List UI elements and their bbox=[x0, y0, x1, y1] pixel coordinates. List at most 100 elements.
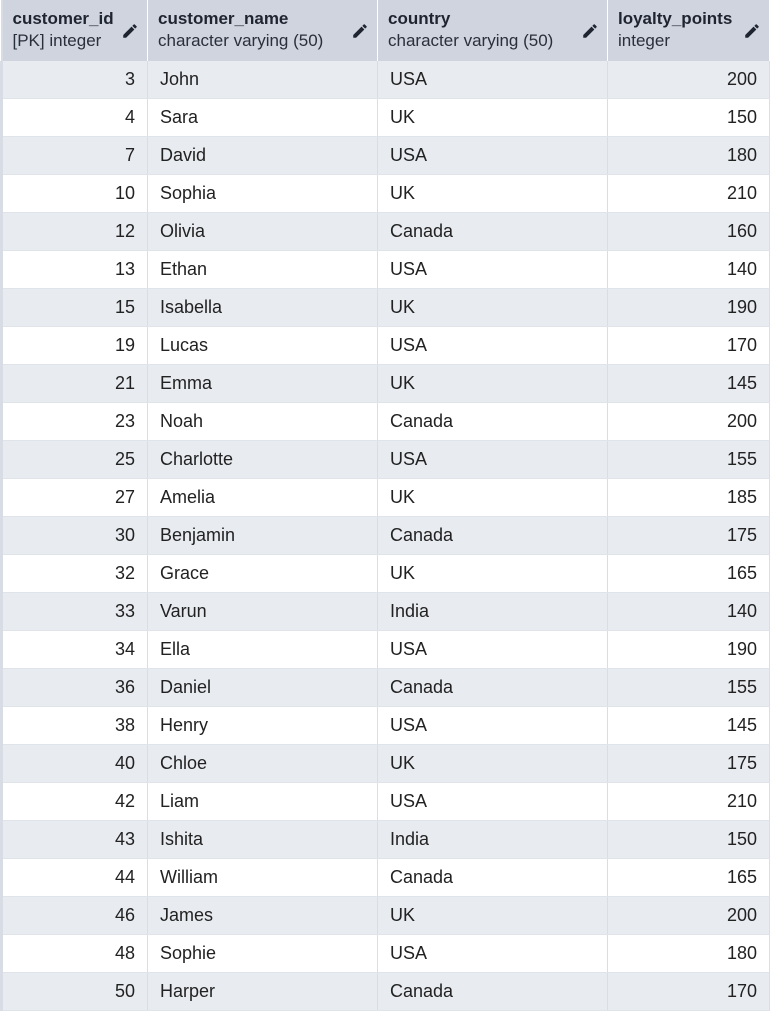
cell-customer-name[interactable]: David bbox=[147, 136, 378, 175]
cell-loyalty-points[interactable]: 170 bbox=[607, 972, 770, 1011]
cell-customer-id[interactable]: 12 bbox=[0, 212, 148, 251]
cell-customer-id[interactable]: 25 bbox=[0, 440, 148, 479]
pencil-icon[interactable] bbox=[351, 22, 369, 40]
table-row[interactable]: 34 Ella USA 190 bbox=[0, 630, 770, 669]
cell-loyalty-points[interactable]: 145 bbox=[607, 364, 770, 403]
cell-loyalty-points[interactable]: 200 bbox=[607, 61, 770, 99]
cell-customer-name[interactable]: Lucas bbox=[147, 326, 378, 365]
table-row[interactable]: 4 Sara UK 150 bbox=[0, 98, 770, 137]
cell-country[interactable]: Canada bbox=[377, 212, 608, 251]
cell-loyalty-points[interactable]: 200 bbox=[607, 402, 770, 441]
cell-customer-id[interactable]: 33 bbox=[0, 592, 148, 631]
cell-customer-name[interactable]: Isabella bbox=[147, 288, 378, 327]
column-header-customer-name[interactable]: customer_name character varying (50) bbox=[147, 0, 378, 61]
cell-loyalty-points[interactable]: 180 bbox=[607, 136, 770, 175]
cell-customer-name[interactable]: Chloe bbox=[147, 744, 378, 783]
table-row[interactable]: 38 Henry USA 145 bbox=[0, 706, 770, 745]
table-row[interactable]: 15 Isabella UK 190 bbox=[0, 288, 770, 327]
cell-loyalty-points[interactable]: 180 bbox=[607, 934, 770, 973]
cell-loyalty-points[interactable]: 155 bbox=[607, 440, 770, 479]
cell-customer-id[interactable]: 23 bbox=[0, 402, 148, 441]
cell-customer-name[interactable]: Olivia bbox=[147, 212, 378, 251]
table-row[interactable]: 50 Harper Canada 170 bbox=[0, 972, 770, 1011]
table-row[interactable]: 44 William Canada 165 bbox=[0, 858, 770, 897]
cell-loyalty-points[interactable]: 145 bbox=[607, 706, 770, 745]
cell-customer-name[interactable]: John bbox=[147, 61, 378, 99]
column-header-loyalty-points[interactable]: loyalty_points integer bbox=[607, 0, 770, 61]
table-row[interactable]: 42 Liam USA 210 bbox=[0, 782, 770, 821]
cell-customer-name[interactable]: James bbox=[147, 896, 378, 935]
table-row[interactable]: 30 Benjamin Canada 175 bbox=[0, 516, 770, 555]
cell-customer-id[interactable]: 43 bbox=[0, 820, 148, 859]
table-row[interactable]: 33 Varun India 140 bbox=[0, 592, 770, 631]
cell-customer-name[interactable]: Sophie bbox=[147, 934, 378, 973]
cell-customer-id[interactable]: 40 bbox=[0, 744, 148, 783]
table-row[interactable]: 46 James UK 200 bbox=[0, 896, 770, 935]
table-row[interactable]: 48 Sophie USA 180 bbox=[0, 934, 770, 973]
cell-country[interactable]: USA bbox=[377, 61, 608, 99]
cell-country[interactable]: UK bbox=[377, 174, 608, 213]
cell-loyalty-points[interactable]: 175 bbox=[607, 744, 770, 783]
table-row[interactable]: 12 Olivia Canada 160 bbox=[0, 212, 770, 251]
cell-customer-name[interactable]: Ethan bbox=[147, 250, 378, 289]
cell-loyalty-points[interactable]: 175 bbox=[607, 516, 770, 555]
table-row[interactable]: 7 David USA 180 bbox=[0, 136, 770, 175]
cell-loyalty-points[interactable]: 150 bbox=[607, 820, 770, 859]
cell-customer-id[interactable]: 13 bbox=[0, 250, 148, 289]
cell-customer-name[interactable]: Ishita bbox=[147, 820, 378, 859]
table-row[interactable]: 36 Daniel Canada 155 bbox=[0, 668, 770, 707]
cell-loyalty-points[interactable]: 210 bbox=[607, 782, 770, 821]
table-row[interactable]: 43 Ishita India 150 bbox=[0, 820, 770, 859]
table-row[interactable]: 10 Sophia UK 210 bbox=[0, 174, 770, 213]
cell-country[interactable]: Canada bbox=[377, 402, 608, 441]
cell-customer-id[interactable]: 3 bbox=[0, 61, 148, 99]
cell-customer-id[interactable]: 4 bbox=[0, 98, 148, 137]
pencil-icon[interactable] bbox=[121, 22, 139, 40]
cell-country[interactable]: USA bbox=[377, 782, 608, 821]
cell-customer-id[interactable]: 30 bbox=[0, 516, 148, 555]
cell-customer-name[interactable]: Noah bbox=[147, 402, 378, 441]
cell-customer-name[interactable]: Varun bbox=[147, 592, 378, 631]
table-row[interactable]: 21 Emma UK 145 bbox=[0, 364, 770, 403]
cell-customer-id[interactable]: 42 bbox=[0, 782, 148, 821]
cell-customer-name[interactable]: Sara bbox=[147, 98, 378, 137]
cell-customer-name[interactable]: Daniel bbox=[147, 668, 378, 707]
table-row[interactable]: 13 Ethan USA 140 bbox=[0, 250, 770, 289]
cell-country[interactable]: USA bbox=[377, 440, 608, 479]
cell-customer-name[interactable]: Emma bbox=[147, 364, 378, 403]
pencil-icon[interactable] bbox=[581, 22, 599, 40]
cell-country[interactable]: USA bbox=[377, 706, 608, 745]
table-row[interactable]: 27 Amelia UK 185 bbox=[0, 478, 770, 517]
cell-country[interactable]: USA bbox=[377, 326, 608, 365]
cell-country[interactable]: USA bbox=[377, 250, 608, 289]
cell-loyalty-points[interactable]: 190 bbox=[607, 288, 770, 327]
cell-customer-name[interactable]: Liam bbox=[147, 782, 378, 821]
cell-loyalty-points[interactable]: 165 bbox=[607, 858, 770, 897]
cell-customer-name[interactable]: Grace bbox=[147, 554, 378, 593]
cell-country[interactable]: UK bbox=[377, 364, 608, 403]
cell-country[interactable]: USA bbox=[377, 934, 608, 973]
cell-loyalty-points[interactable]: 185 bbox=[607, 478, 770, 517]
table-row[interactable]: 32 Grace UK 165 bbox=[0, 554, 770, 593]
cell-customer-id[interactable]: 38 bbox=[0, 706, 148, 745]
table-row[interactable]: 3 John USA 200 bbox=[0, 61, 770, 99]
cell-country[interactable]: USA bbox=[377, 136, 608, 175]
cell-country[interactable]: Canada bbox=[377, 858, 608, 897]
cell-country[interactable]: India bbox=[377, 592, 608, 631]
cell-loyalty-points[interactable]: 160 bbox=[607, 212, 770, 251]
cell-loyalty-points[interactable]: 170 bbox=[607, 326, 770, 365]
cell-country[interactable]: USA bbox=[377, 630, 608, 669]
table-row[interactable]: 25 Charlotte USA 155 bbox=[0, 440, 770, 479]
cell-country[interactable]: UK bbox=[377, 744, 608, 783]
cell-customer-name[interactable]: William bbox=[147, 858, 378, 897]
cell-loyalty-points[interactable]: 190 bbox=[607, 630, 770, 669]
cell-customer-id[interactable]: 27 bbox=[0, 478, 148, 517]
cell-customer-id[interactable]: 10 bbox=[0, 174, 148, 213]
cell-customer-name[interactable]: Sophia bbox=[147, 174, 378, 213]
cell-customer-id[interactable]: 19 bbox=[0, 326, 148, 365]
cell-loyalty-points[interactable]: 140 bbox=[607, 592, 770, 631]
cell-customer-name[interactable]: Charlotte bbox=[147, 440, 378, 479]
cell-loyalty-points[interactable]: 200 bbox=[607, 896, 770, 935]
table-row[interactable]: 23 Noah Canada 200 bbox=[0, 402, 770, 441]
cell-customer-id[interactable]: 32 bbox=[0, 554, 148, 593]
